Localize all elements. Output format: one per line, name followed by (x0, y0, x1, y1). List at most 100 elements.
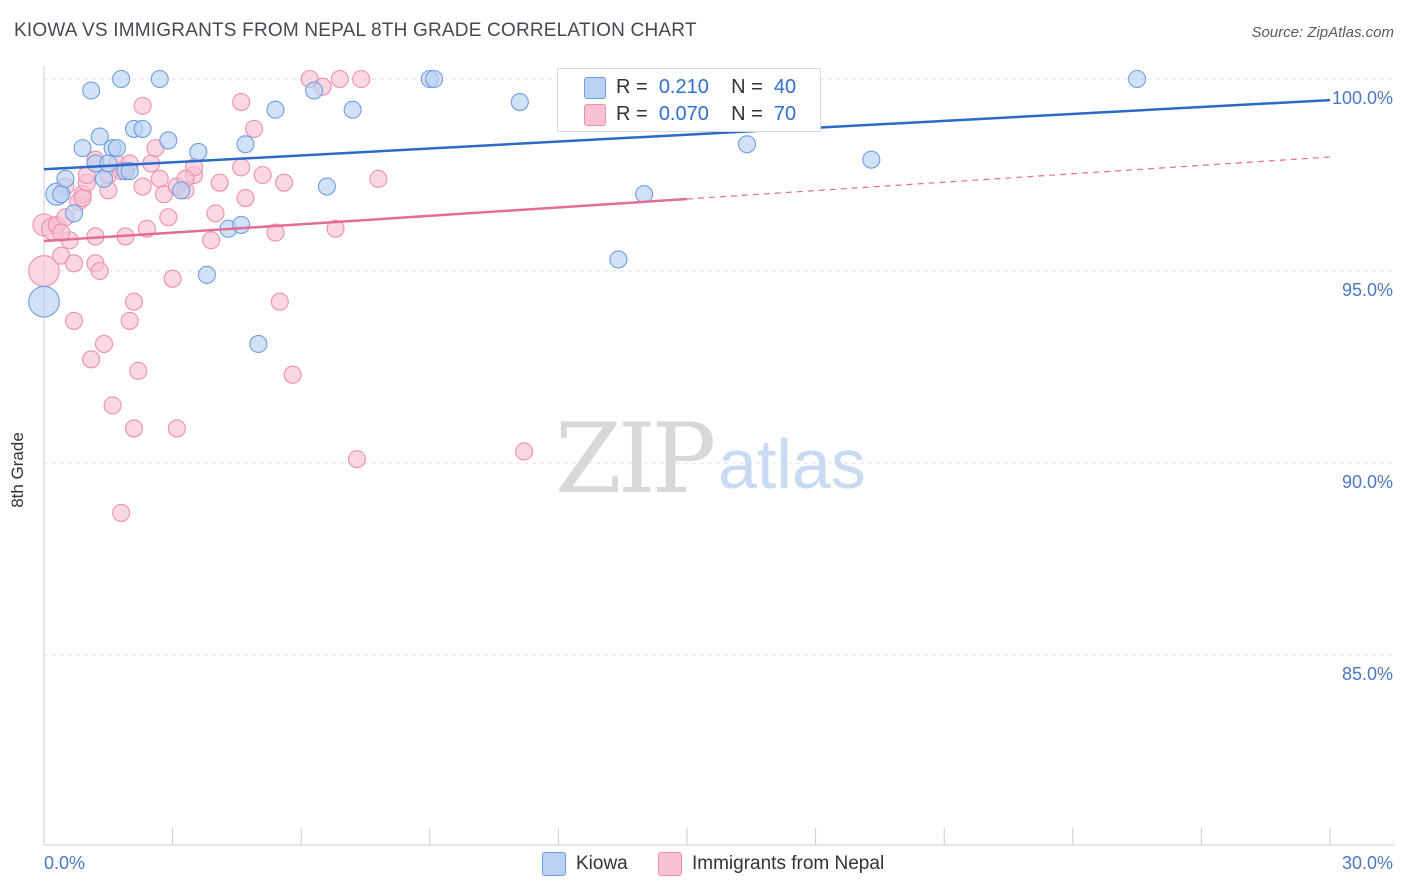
legend-nepal-n: 70 (773, 102, 797, 125)
nepal-point (275, 173, 294, 192)
kiowa-point (862, 150, 881, 169)
nepal-point (202, 231, 221, 250)
kiowa-point (150, 69, 169, 89)
correlation-legend: R = 0.210 N = 40 R = 0.070 N = 70 (557, 68, 821, 132)
legend-nepal-r: 0.070 (658, 102, 709, 125)
nepal-point (120, 311, 139, 330)
kiowa-point (236, 135, 255, 154)
bottom-legend-kiowa: Kiowa (542, 852, 628, 876)
nepal-point (94, 334, 114, 354)
kiowa-trend-line (43, 98, 1331, 171)
kiowa-point (64, 204, 84, 223)
y-tick-labels: 100.0% 95.0% 90.0% 85.0% (1332, 88, 1393, 684)
nepal-point (129, 361, 148, 380)
nepal-point (266, 223, 285, 242)
nepal-point (124, 419, 144, 438)
legend-kiowa-n: 40 (773, 75, 797, 98)
nepal-point (236, 188, 255, 208)
kiowa-point (159, 131, 178, 150)
nepal-point (133, 96, 152, 115)
kiowa-point (107, 139, 126, 158)
nepal-point (369, 169, 388, 188)
nepal-point (232, 92, 251, 112)
kiowa-point (28, 285, 60, 318)
nepal-point (73, 188, 92, 208)
legend-swatch-kiowa (584, 77, 606, 99)
axes (43, 66, 1394, 846)
x-tick-label: 30.0% (1342, 853, 1393, 873)
nepal-point (352, 69, 371, 89)
nepal-point (232, 158, 251, 177)
trend-lines (43, 98, 1331, 243)
nepal-point (82, 350, 101, 369)
kiowa-point (73, 139, 92, 158)
x-tick-label: 0.0% (44, 853, 85, 873)
kiowa-point (56, 169, 75, 188)
kiowa-point (232, 215, 251, 234)
bottom-legend-label-nepal: Immigrants from Nepal (692, 853, 885, 874)
kiowa-point (737, 135, 757, 154)
nepal-point (210, 173, 229, 192)
nepal-point (112, 503, 131, 522)
nepal-point (253, 165, 272, 185)
nepal-point (64, 254, 84, 273)
kiowa-point (94, 169, 114, 188)
legend-r-label: R = (616, 102, 648, 125)
bottom-legend-swatch-kiowa (542, 852, 566, 876)
kiowa-point (425, 69, 444, 89)
watermark: ZIP atlas (555, 403, 866, 515)
legend-kiowa-r: 0.210 (658, 75, 709, 98)
kiowa-point (197, 265, 216, 284)
nepal-point (326, 219, 345, 238)
watermark-atlas: atlas (718, 425, 866, 503)
kiowa-point (609, 250, 628, 269)
nepal-point (124, 292, 144, 311)
kiowa-point (317, 177, 336, 196)
legend-swatch-nepal (584, 104, 606, 126)
legend-n-label: N = (731, 102, 763, 125)
kiowa-point (249, 334, 268, 354)
kiowa-point (120, 162, 139, 181)
kiowa-point (133, 119, 152, 138)
nepal-point (163, 269, 182, 288)
nepal-point (244, 119, 264, 138)
nepal-point (330, 69, 349, 89)
kiowa-point (172, 181, 191, 200)
nepal-point (347, 450, 366, 469)
nepal-point (64, 311, 84, 330)
nepal-point (133, 177, 152, 196)
kiowa-point (90, 127, 109, 146)
nepal-point (159, 208, 178, 227)
kiowa-point (1128, 69, 1147, 89)
nepal-point (283, 365, 302, 384)
bottom-legend-nepal: Immigrants from Nepal (658, 852, 884, 876)
y-tick-label: 90.0% (1342, 472, 1393, 492)
source-label: Source: ZipAtlas.com (1251, 24, 1394, 41)
kiowa-point (305, 81, 324, 100)
kiowa-point (112, 69, 131, 89)
watermark-zip: ZIP (555, 403, 714, 515)
chart-title: KIOWA VS IMMIGRANTS FROM NEPAL 8TH GRADE… (14, 20, 697, 41)
bottom-legend-swatch-nepal (658, 852, 682, 876)
bottom-legend-label-kiowa: Kiowa (576, 853, 628, 874)
y-tick-label: 95.0% (1342, 280, 1393, 300)
nepal-point (103, 396, 122, 415)
kiowa-point (635, 185, 654, 204)
nepal-point (150, 169, 169, 188)
nepal-point (270, 292, 289, 311)
kiowa-point (266, 100, 285, 119)
nepal-trend-line (43, 197, 688, 243)
kiowa-point (99, 154, 118, 173)
kiowa-point (52, 185, 71, 204)
nepal-point (167, 419, 186, 438)
kiowa-point (343, 100, 362, 119)
kiowa-point (189, 142, 208, 162)
x-tick-labels: 0.0% 30.0% (44, 853, 1393, 873)
kiowa-point (510, 92, 529, 112)
scatter-points (28, 69, 1147, 522)
nepal-point (90, 261, 109, 281)
legend-r-label: R = (616, 75, 648, 98)
y-tick-label: 100.0% (1332, 88, 1393, 108)
nepal-point (515, 442, 534, 461)
